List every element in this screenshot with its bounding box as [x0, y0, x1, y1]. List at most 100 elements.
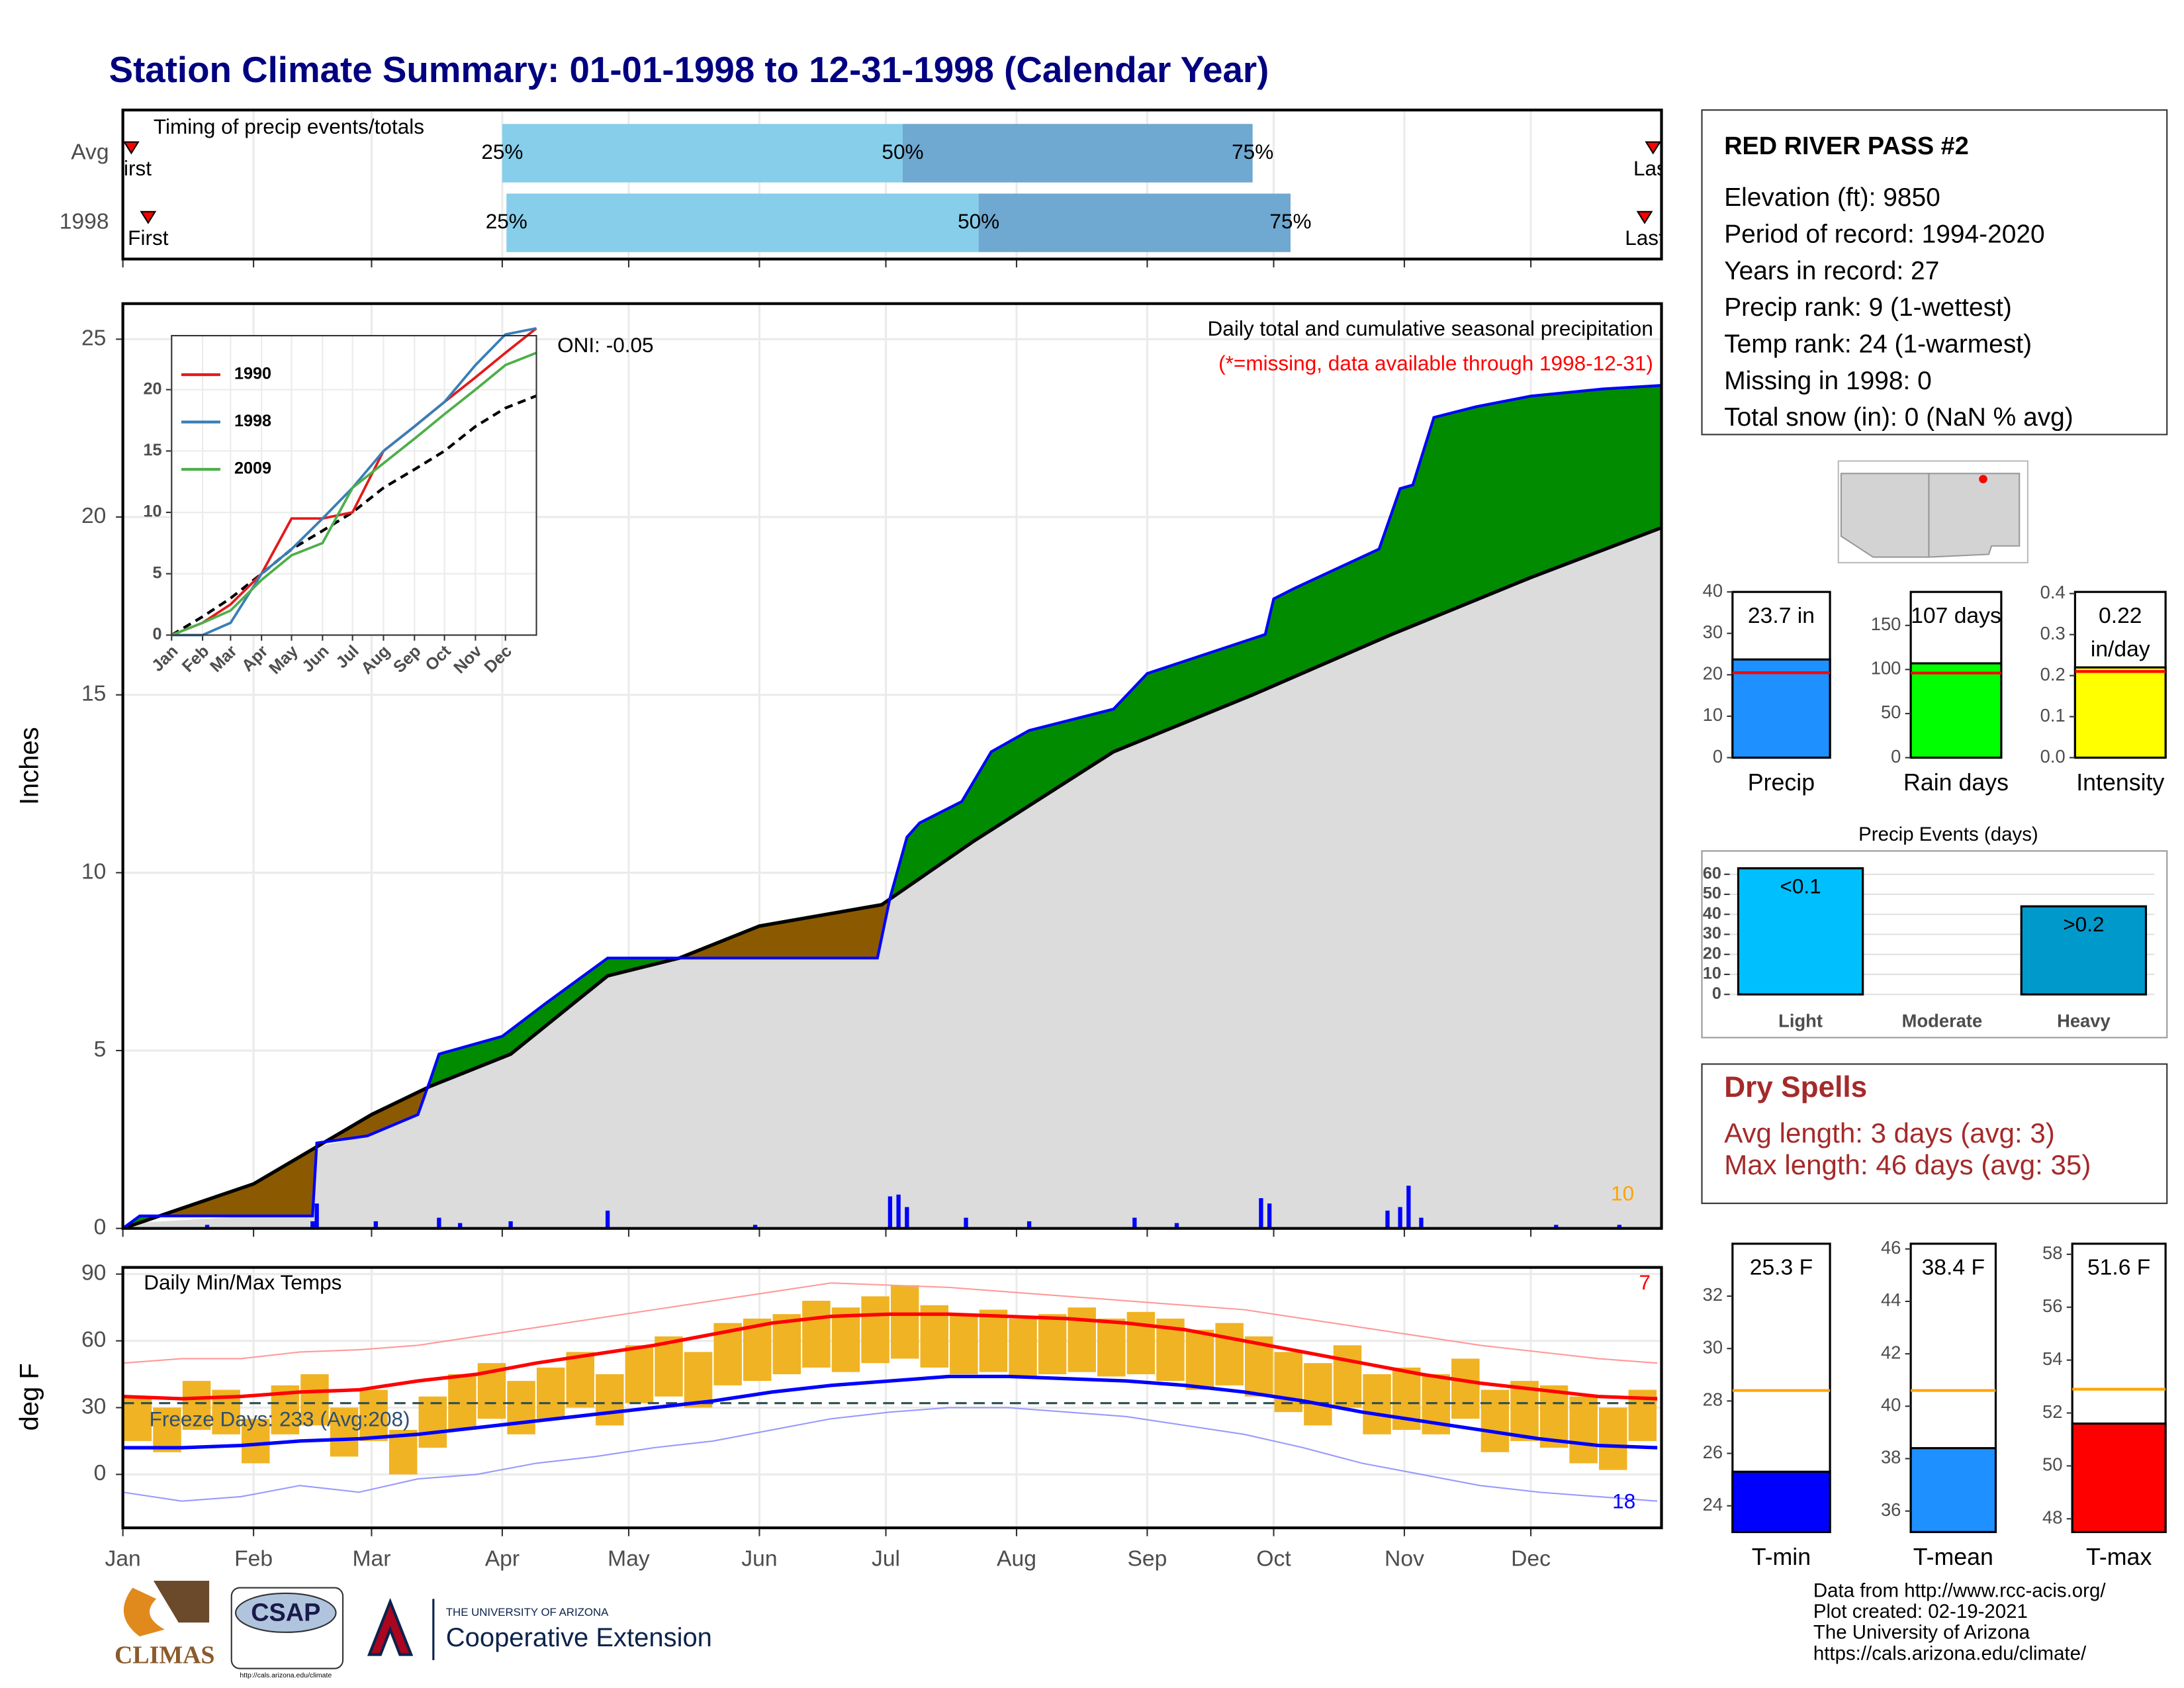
count-label: 7	[1639, 1270, 1651, 1294]
normal-line	[122, 526, 1662, 1229]
temp-range-bar	[359, 1389, 388, 1441]
temp-range-bar	[242, 1419, 270, 1464]
temp-range-bar	[330, 1407, 359, 1457]
temp-range-bar	[507, 1381, 535, 1434]
temp-range-bar	[1333, 1345, 1362, 1408]
temp-range-bar	[684, 1352, 713, 1408]
station-box	[1701, 109, 2168, 436]
percentile-label: 50%	[882, 140, 923, 164]
count-label: 18	[1612, 1489, 1635, 1513]
y-tick-label: 15	[81, 682, 106, 706]
x-tick-label: Sep	[1127, 1546, 1167, 1571]
y-tick-label: 0	[94, 1215, 107, 1240]
category-label: T-mean	[1913, 1544, 1993, 1570]
precip-areas	[122, 384, 1662, 1229]
bar	[1737, 867, 1864, 996]
observed-line	[122, 384, 1662, 1229]
event-marker	[122, 141, 140, 155]
normal-max-line	[122, 1312, 1658, 1401]
logo-text: Cooperative Extension	[446, 1623, 712, 1652]
y-tick-label: 0.1	[2040, 705, 2066, 726]
bar-label: <0.1	[1780, 874, 1821, 898]
station-detail: Elevation (ft): 9850	[1724, 183, 1940, 212]
footer-line: https://cals.arizona.edu/climate/	[1813, 1642, 2087, 1664]
daily-bar	[508, 1221, 513, 1229]
y-tick-label: 26	[1703, 1442, 1723, 1462]
count-label: 10	[1611, 1182, 1634, 1205]
value-label: 23.7 in	[1748, 604, 1815, 628]
y-tick-label: 0.4	[2040, 582, 2066, 602]
event-marker	[1645, 141, 1662, 155]
daily-bar	[896, 1194, 901, 1229]
panel-title: Daily total and cumulative seasonal prec…	[1208, 316, 1653, 340]
surplus-area	[122, 385, 1662, 1229]
quartile-bar	[903, 124, 1253, 183]
temp-range-bar	[300, 1374, 329, 1426]
quartile-bar	[506, 193, 979, 252]
event-marker	[1636, 211, 1653, 224]
y-tick-label: 5	[94, 1037, 107, 1062]
dry-spell-title: Dry Spells	[1724, 1071, 1867, 1103]
daily-bar	[1398, 1207, 1402, 1229]
y-tick-label: 30	[1703, 622, 1723, 642]
y-tick-label: 10	[143, 502, 161, 521]
x-tick-label: Mar	[352, 1546, 390, 1571]
dry-spell-detail: Max length: 46 days (avg: 35)	[1724, 1149, 2091, 1180]
daily-bar	[458, 1223, 463, 1229]
y-tick-label: 0.0	[2040, 746, 2066, 767]
quartile-bar	[502, 124, 903, 183]
y-tick-label: 24	[1703, 1494, 1723, 1515]
y-tick-label: 54	[2042, 1348, 2062, 1369]
x-tick-label: Nov	[1385, 1546, 1424, 1571]
y-tick-label: 46	[1881, 1237, 1901, 1258]
temp-range-bar	[1215, 1323, 1244, 1385]
y-tick-label: 40	[1703, 580, 1723, 600]
y-tick-label: 25	[81, 326, 106, 350]
logo-text: http://cals.arizona.edu/climate	[240, 1671, 332, 1679]
row-label: 1998	[60, 210, 109, 234]
freeze-label: Freeze Days: 233 (Avg:208)	[150, 1407, 410, 1430]
y-axis-title: deg F	[15, 1363, 44, 1430]
category-label: T-max	[2086, 1544, 2152, 1570]
bar	[1909, 1447, 1997, 1533]
station-detail: Years in record: 27	[1724, 257, 1939, 285]
temp-range-bar	[536, 1367, 565, 1419]
normal-min-line	[122, 1374, 1658, 1450]
y-tick-label: 0.3	[2040, 623, 2066, 643]
percentile-label: 75%	[1232, 140, 1273, 164]
logos	[123, 1580, 435, 1669]
temp-range-bar	[1068, 1307, 1096, 1372]
bar	[1731, 658, 1831, 759]
y-tick-label: 20	[81, 504, 106, 528]
daily-bar	[205, 1225, 210, 1229]
bar	[2020, 905, 2148, 996]
legend-label: 1990	[234, 365, 271, 383]
panel-frame	[121, 302, 1663, 1230]
series-line	[171, 327, 537, 637]
temp-range-bar	[1126, 1311, 1156, 1375]
temp-range-bar	[448, 1374, 477, 1430]
y-tick-label: 0	[1712, 984, 1721, 1003]
quartile-bar	[978, 193, 1291, 252]
legend-label: 2009	[234, 459, 271, 478]
event-label: First	[111, 156, 152, 180]
x-tick-label: May	[608, 1546, 650, 1571]
station-detail: Precip rank: 9 (1-wettest)	[1724, 293, 2012, 322]
y-tick-label: 48	[2042, 1507, 2062, 1528]
daily-bar	[1554, 1225, 1559, 1229]
y-tick-label: 0	[153, 625, 162, 643]
temp-range-bar	[979, 1309, 1008, 1372]
y-tick-label: 40	[1703, 904, 1721, 923]
daily-bar	[1406, 1186, 1411, 1229]
y-tick-label: 100	[1871, 658, 1901, 679]
record-max-line	[122, 1282, 1658, 1364]
temp-range-bar	[1363, 1374, 1391, 1434]
category-label: Moderate	[1902, 1011, 1983, 1031]
daily-bar	[1026, 1221, 1032, 1229]
temp-range-bar	[418, 1396, 447, 1448]
series-line	[171, 352, 537, 637]
panel-subtitle: (*=missing, data available through 1998-…	[1218, 352, 1653, 375]
value-label: 51.6 F	[2087, 1256, 2150, 1280]
